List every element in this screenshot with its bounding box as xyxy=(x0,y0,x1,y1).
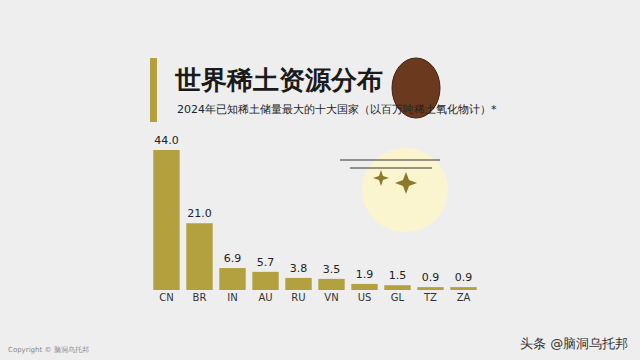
svg-text:TZ: TZ xyxy=(423,292,437,303)
svg-text:0.9: 0.9 xyxy=(422,271,440,284)
svg-text:GL: GL xyxy=(391,292,405,303)
svg-text:RU: RU xyxy=(291,292,305,303)
svg-text:AU: AU xyxy=(258,292,272,303)
svg-text:6.9: 6.9 xyxy=(224,252,242,265)
svg-text:3.8: 3.8 xyxy=(290,262,308,275)
svg-text:IN: IN xyxy=(227,292,237,303)
svg-text:头条 @脑洞乌托邦: 头条 @脑洞乌托邦 xyxy=(520,336,628,351)
svg-text:3.5: 3.5 xyxy=(323,263,341,276)
svg-text:Copyright © 脑洞乌托邦: Copyright © 脑洞乌托邦 xyxy=(8,346,89,354)
svg-text:0.9: 0.9 xyxy=(455,271,473,284)
svg-text:1.5: 1.5 xyxy=(389,269,407,282)
svg-text:44.0: 44.0 xyxy=(154,134,179,147)
svg-text:1.9: 1.9 xyxy=(356,268,374,281)
svg-text:US: US xyxy=(358,292,372,303)
svg-text:5.7: 5.7 xyxy=(257,256,275,269)
svg-text:21.0: 21.0 xyxy=(187,207,212,220)
svg-text:世界稀土资源分布: 世界稀土资源分布 xyxy=(174,65,383,95)
svg-text:ZA: ZA xyxy=(457,292,471,303)
svg-text:BR: BR xyxy=(193,292,207,303)
svg-text:CN: CN xyxy=(159,292,173,303)
svg-text:2024年已知稀土储量最大的十大国家（以百万吨稀土氧化物计）: 2024年已知稀土储量最大的十大国家（以百万吨稀土氧化物计）* xyxy=(177,103,497,116)
svg-text:VN: VN xyxy=(324,292,338,303)
